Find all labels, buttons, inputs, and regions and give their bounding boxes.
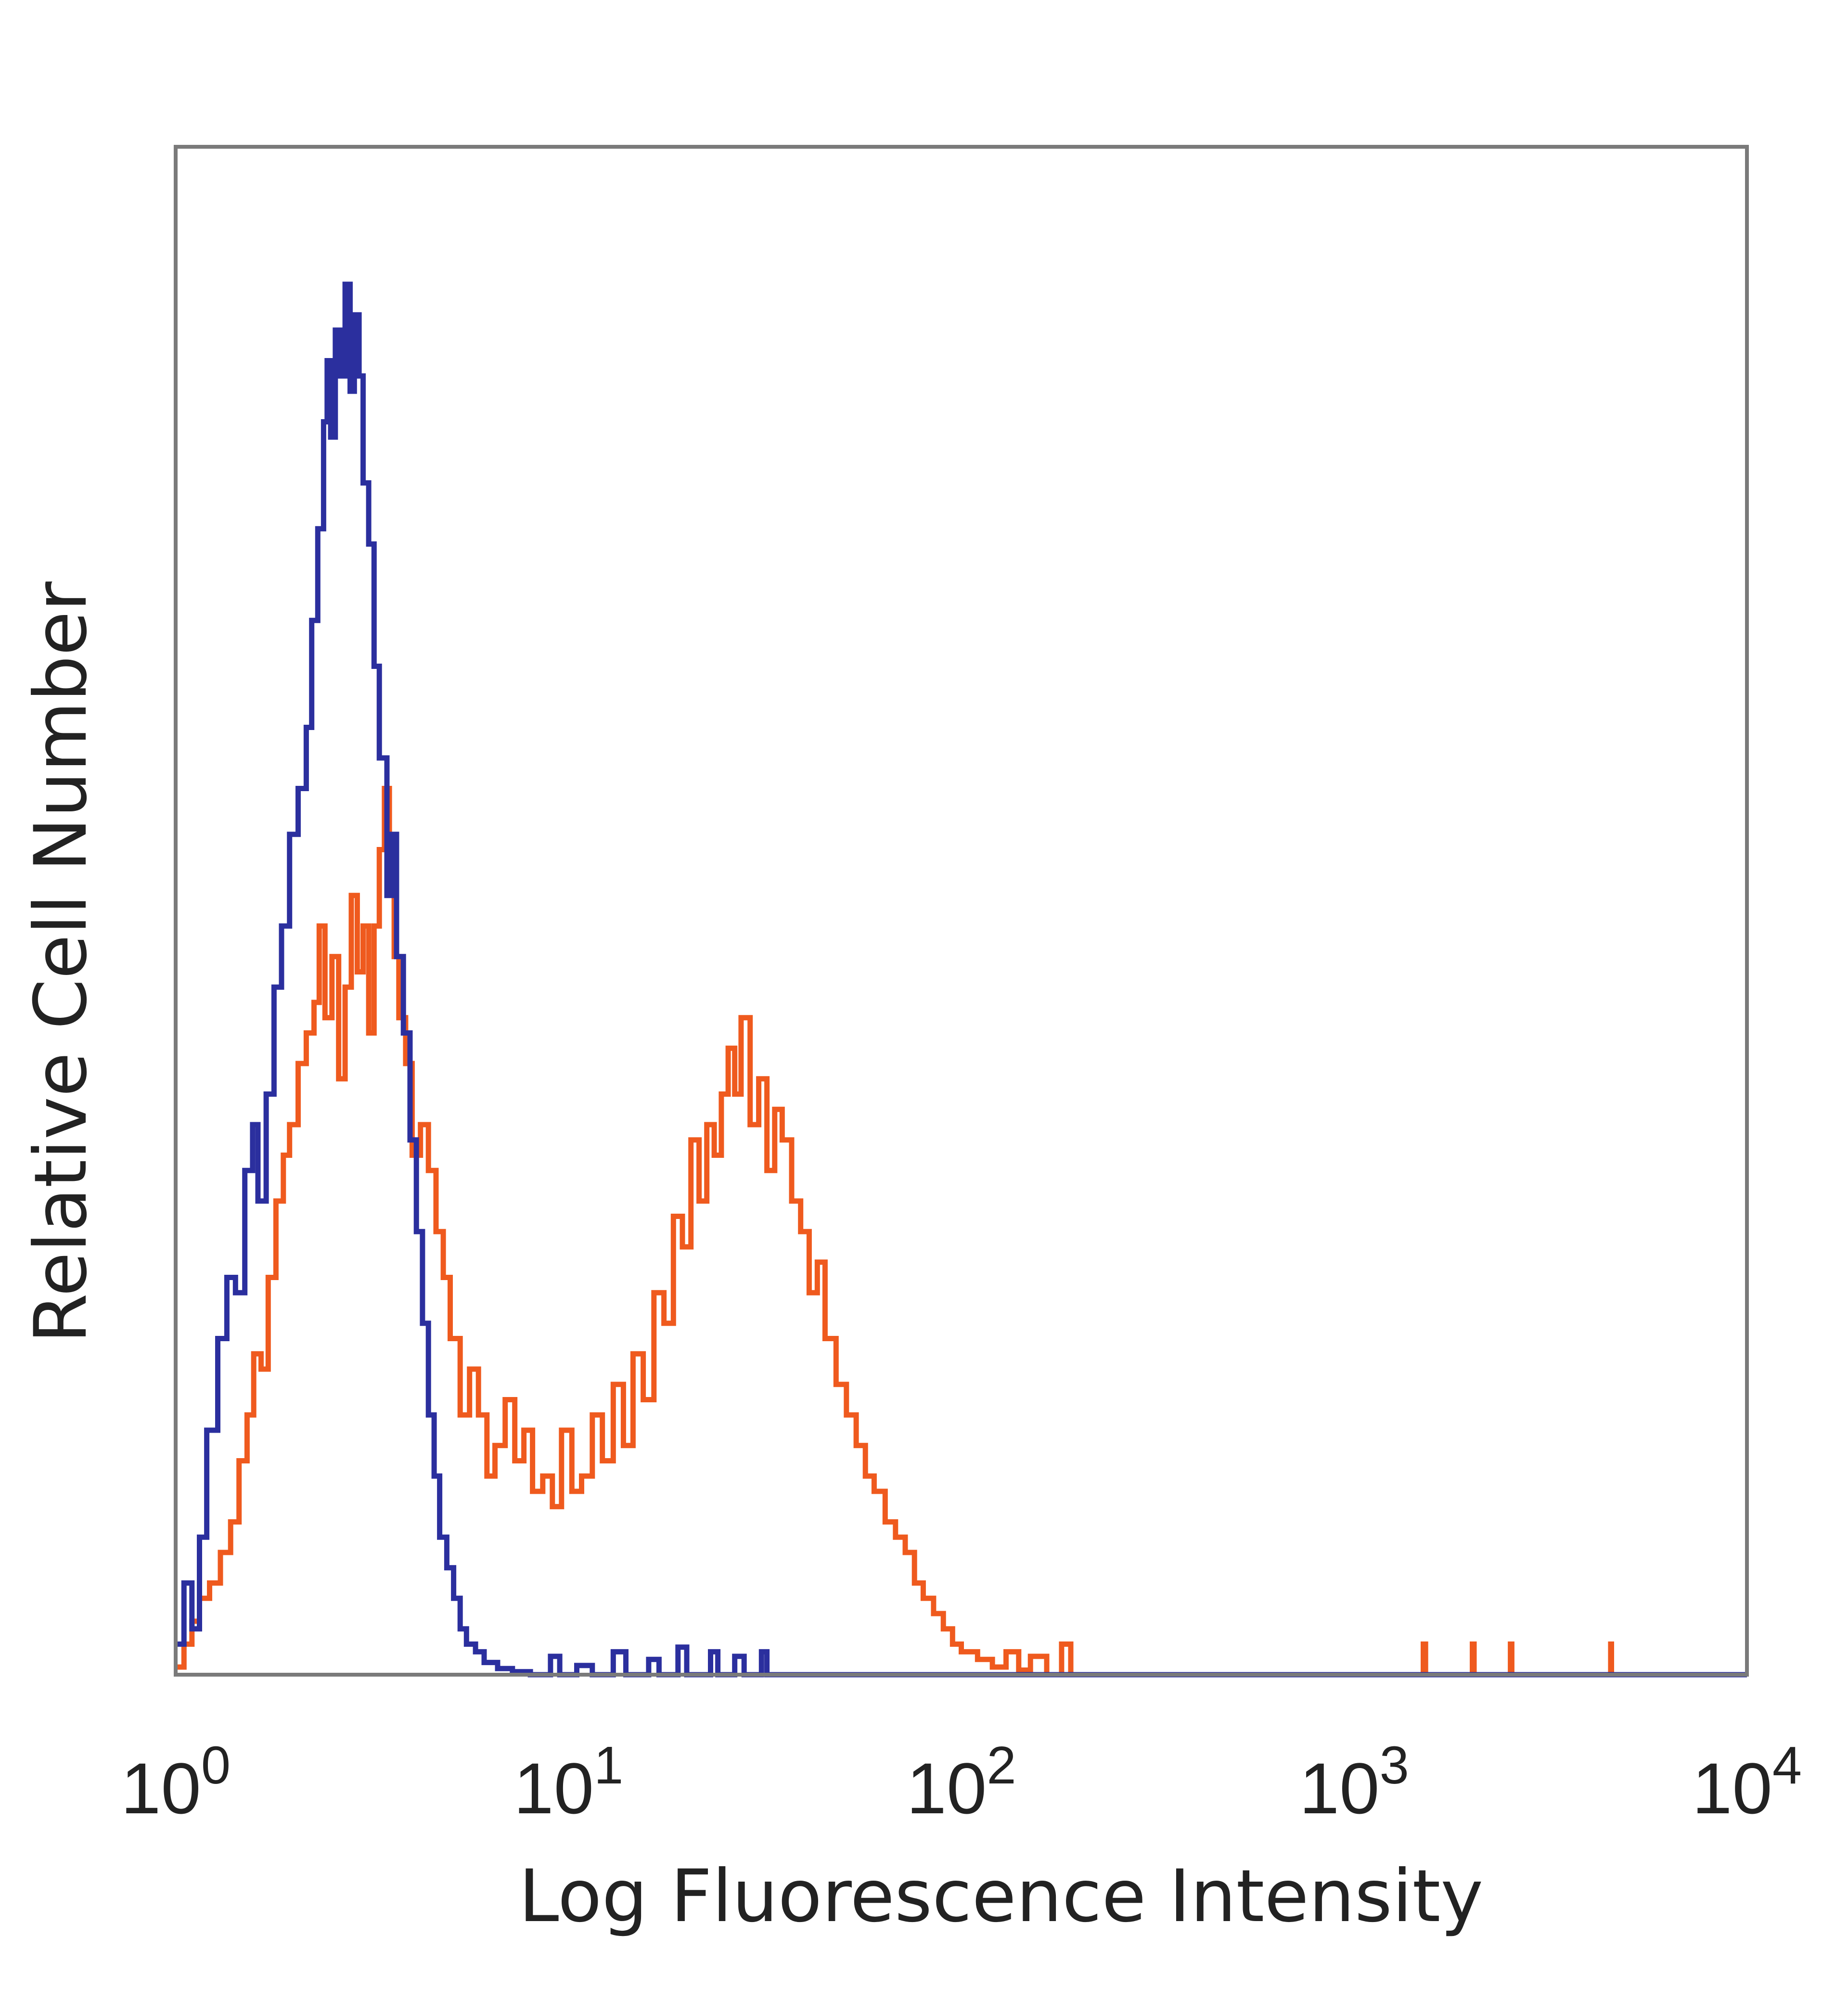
plot-frame <box>174 145 1749 1677</box>
x-tick-label: 103 <box>1299 1736 1409 1829</box>
x-tick-labels: 100 101 102 103 104 <box>121 1736 1802 1829</box>
x-tick-label: 101 <box>513 1736 623 1829</box>
x-tick-label: 100 <box>121 1736 231 1829</box>
y-axis-title: Relative Cell Number <box>19 581 103 1344</box>
x-tick-label: 104 <box>1692 1736 1802 1829</box>
x-axis-title: Log Fluorescence Intensity <box>519 1855 1483 1938</box>
x-tick-label: 102 <box>906 1736 1016 1829</box>
series-line-2 <box>176 786 1747 1678</box>
